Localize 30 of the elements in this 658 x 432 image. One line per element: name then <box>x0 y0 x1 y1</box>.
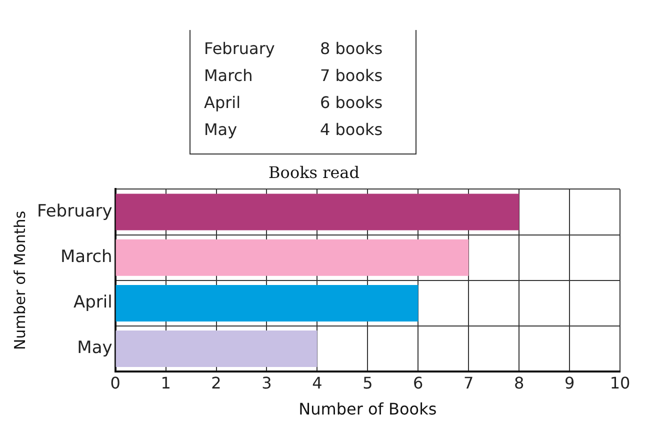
text: February <box>204 39 275 58</box>
y-tick-label: February <box>36 201 112 222</box>
x-tick-label: 4 <box>312 373 322 392</box>
y-tick-label: May <box>77 338 112 358</box>
text: 7 books <box>320 66 383 86</box>
x-tick-label: 6 <box>413 373 424 392</box>
x-tick-label: 7 <box>464 373 474 392</box>
x-tick-label: 10 <box>610 373 630 392</box>
x-axis-title: Number of Books <box>298 400 437 419</box>
text: 8 books <box>320 39 383 58</box>
x-tick-label: 8 <box>514 373 524 392</box>
y-tick-label: April <box>73 292 112 313</box>
bar <box>116 239 469 276</box>
chart-title: Books read <box>268 162 360 182</box>
x-tick-label: 3 <box>262 373 272 392</box>
y-tick-label: March <box>60 247 112 268</box>
text: March <box>204 66 253 86</box>
x-tick-label: 2 <box>211 373 222 392</box>
text: May <box>204 120 238 140</box>
x-tick-label: 0 <box>110 373 120 392</box>
x-tick-label: 9 <box>564 373 575 392</box>
bar <box>116 284 418 322</box>
bar <box>116 194 520 230</box>
text: 6 books <box>320 93 383 112</box>
bar <box>116 330 318 368</box>
x-tick-label: 1 <box>160 373 171 392</box>
y-axis-title: Number of Months <box>10 210 29 350</box>
text: 4 books <box>320 120 383 140</box>
x-tick-label: 5 <box>362 373 373 392</box>
text: April <box>204 93 241 112</box>
